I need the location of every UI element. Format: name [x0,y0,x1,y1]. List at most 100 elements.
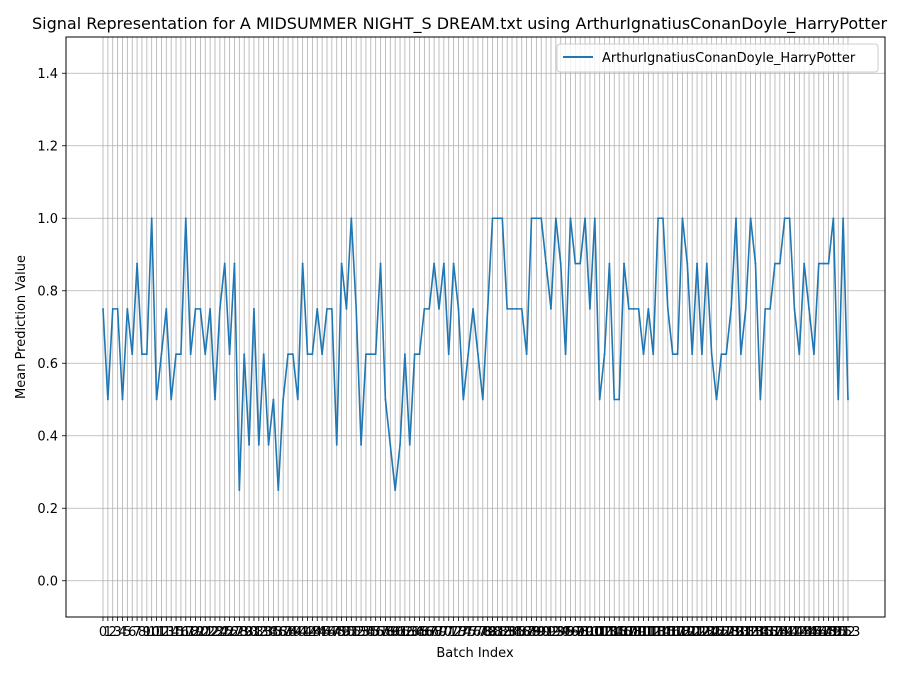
x-tick-label: 69 [431,625,448,640]
data-point [559,262,562,265]
data-point [433,262,436,265]
x-tick-label: 25 [216,625,233,640]
data-point [686,262,689,265]
x-tick-label: 117 [660,625,685,640]
y-tick-label: 0.4 [37,429,58,444]
x-tick-label: 8 [138,625,146,640]
data-point [233,262,236,265]
data-point [520,307,523,310]
x-tick-label: 49 [333,625,350,640]
x-tick-label: 61 [392,625,409,640]
x-tick-label: 42 [299,625,316,640]
data-point [131,353,134,356]
data-point [287,353,289,356]
data-point [603,353,606,356]
x-tick-label: 88 [523,625,540,640]
data-point [501,217,504,220]
data-point [803,262,806,265]
data-point [141,353,143,356]
x-tick-label: 37 [275,625,292,640]
data-point [365,353,367,356]
data-point [253,307,255,310]
data-point [769,307,771,310]
x-tick-label: 104 [597,625,622,640]
x-tick-label: 139 [767,625,792,640]
x-tick-label: 26 [221,625,238,640]
data-point [627,307,630,310]
x-tick-label: 64 [406,625,423,640]
data-point [126,307,129,310]
x-tick-label: 3 [113,625,121,640]
data-point [564,353,567,356]
x-tick-label: 36 [270,625,287,640]
x-tick-label: 44 [309,625,326,640]
data-point [462,398,465,401]
data-point [506,307,509,310]
x-tick-label: 23 [207,625,224,640]
legend-label: ArthurIgnatiusConanDoyle_HarryPotter [602,51,856,66]
x-tick-label: 148 [811,625,836,640]
x-tick-label: 149 [816,625,841,640]
data-point [608,262,611,265]
x-tick-label: 112 [636,625,661,640]
data-point [204,353,207,356]
x-tick-label: 33 [255,625,272,640]
x-tick-label: 58 [377,625,394,640]
data-point [121,398,124,401]
data-point [774,262,776,265]
data-point [486,307,489,310]
x-tick-label: 62 [397,625,414,640]
data-point [496,217,499,220]
data-point [136,262,138,265]
x-tick-label: 12 [153,625,170,640]
x-tick-label: 24 [212,625,229,640]
data-point [267,443,270,446]
data-point [623,262,625,265]
x-tick-label: 1 [104,625,112,640]
x-tick-label: 96 [562,625,579,640]
x-tick-label: 16 [173,625,190,640]
x-tick-label: 9 [143,625,151,640]
data-point [238,489,241,492]
x-gridlines [102,37,849,617]
x-tick-label: 94 [552,625,569,640]
x-tick-label: 136 [753,625,778,640]
x-tick-label: 31 [246,625,263,640]
data-point [248,443,250,446]
x-tick-label: 72 [445,625,462,640]
x-tick-label: 30 [241,625,258,640]
data-point [535,217,538,220]
x-tick-label: 41 [294,625,311,640]
data-point [808,307,810,310]
data-point [754,262,757,265]
x-tick-label: 118 [665,625,690,640]
data-point [150,217,153,220]
x-tick-label: 116 [655,625,680,640]
x-tick-label: 65 [411,625,428,640]
x-tick-label: 97 [567,625,584,640]
x-tick-label: 144 [792,625,817,640]
legend-box [556,43,879,73]
x-tick-label: 60 [387,625,404,640]
data-point [491,217,494,220]
x-tick-label: 70 [436,625,453,640]
x-tick-label: 34 [260,625,277,640]
data-point [477,353,479,356]
data-point [467,353,470,356]
data-point [116,307,119,310]
data-point [160,353,163,356]
x-tick-label: 10 [143,625,160,640]
data-point [832,217,835,220]
x-tick-label: 152 [831,625,856,640]
data-point [574,262,577,265]
data-point [788,217,791,220]
y-tick-label: 1.4 [37,67,58,82]
data-point [355,307,358,310]
y-tick-label: 1.0 [37,212,58,227]
x-tick-label: 114 [646,625,671,640]
y-tick-label: 1.2 [37,139,58,154]
data-point [257,443,260,446]
chart-title: Signal Representation for A MIDSUMMER NI… [32,14,888,34]
data-point [720,353,723,356]
